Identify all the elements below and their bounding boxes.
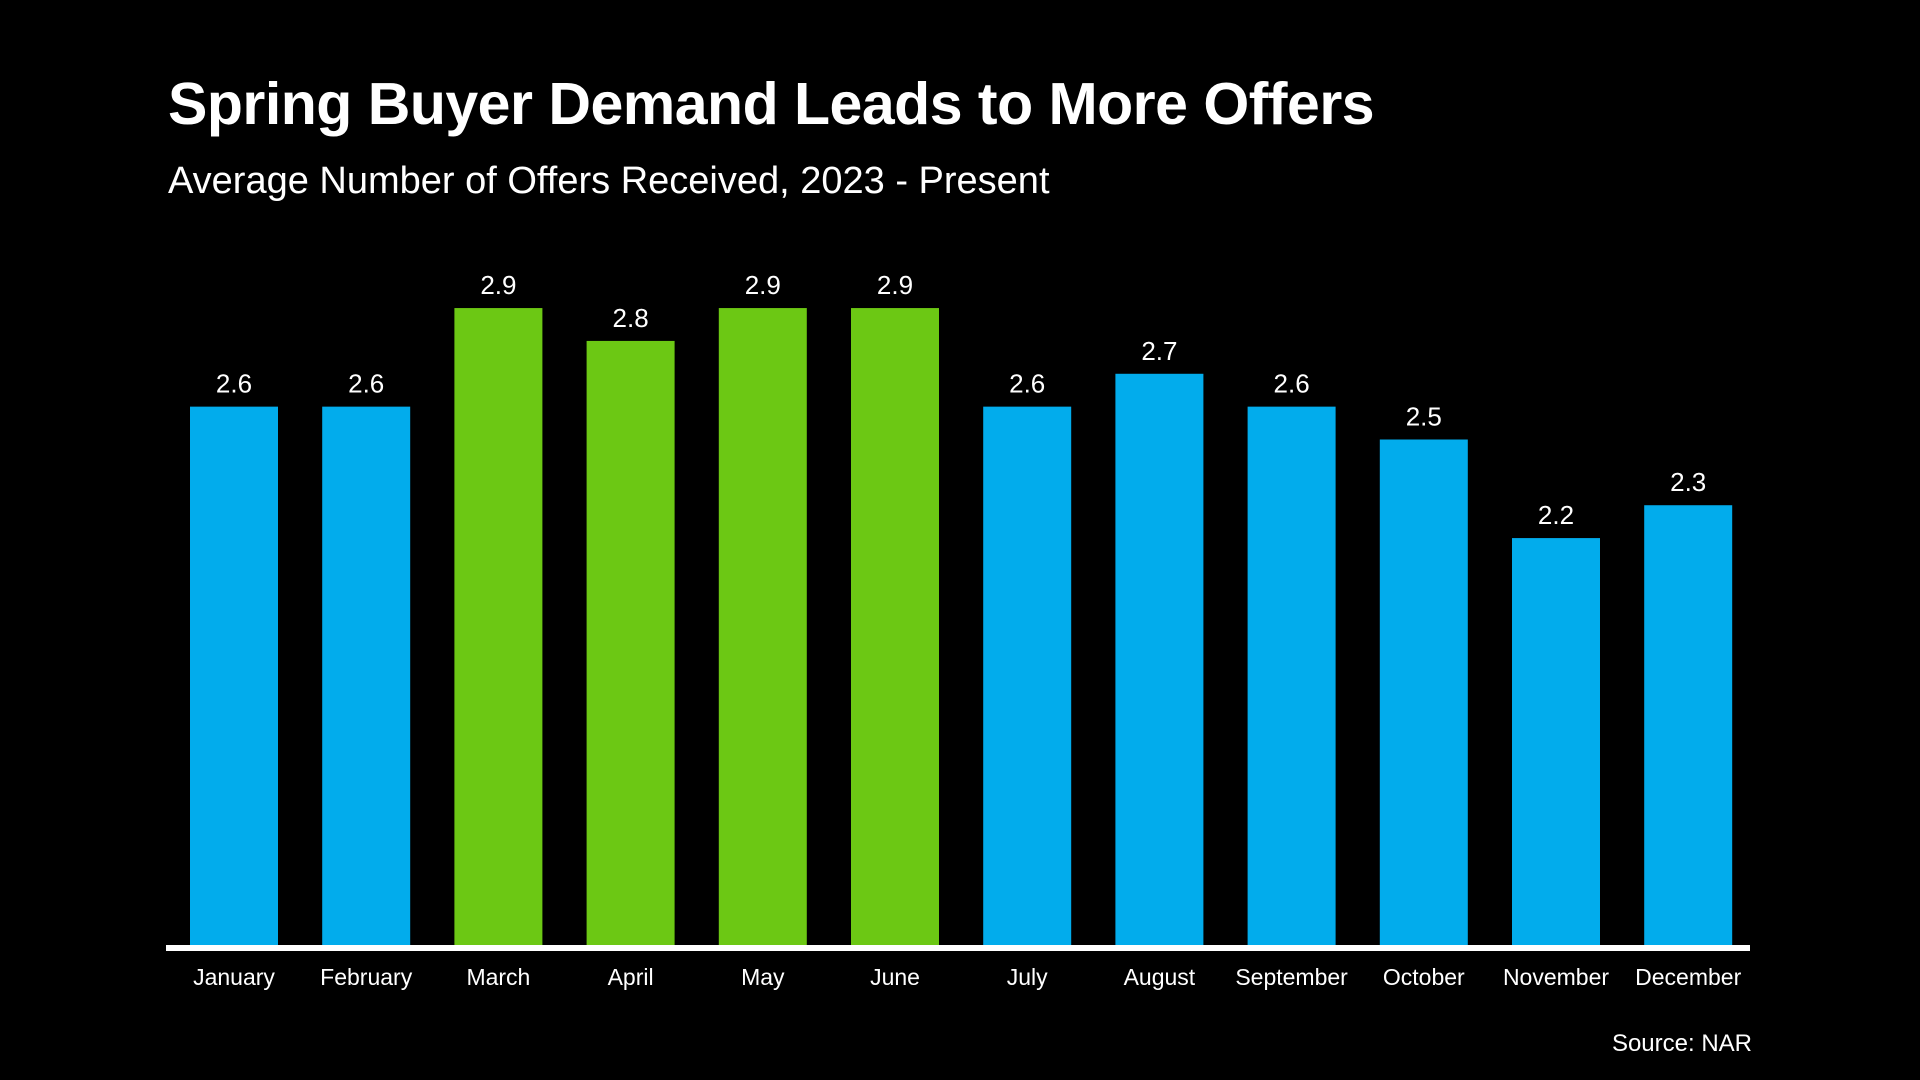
value-label-february: 2.6	[348, 369, 384, 399]
bar-october	[1379, 439, 1468, 946]
value-label-march: 2.9	[480, 270, 516, 300]
source-note: Source: NAR	[1611, 1030, 1752, 1057]
bar-september	[1247, 406, 1336, 946]
bar-march	[454, 308, 543, 946]
value-label-april: 2.8	[613, 303, 649, 333]
bar-december	[1644, 505, 1733, 946]
bars-group	[190, 308, 1733, 946]
bar-may	[718, 308, 807, 946]
bar-november	[1512, 538, 1600, 946]
value-label-may: 2.9	[745, 270, 781, 300]
value-label-july: 2.6	[1009, 369, 1045, 399]
value-label-june: 2.9	[877, 270, 913, 300]
x-tick-labels-group: January February March April May June July Augu…	[193, 964, 1741, 990]
x-tick-label-september: September	[1235, 964, 1348, 990]
x-tick-label-november: November	[1503, 964, 1609, 990]
x-tick-label-june: June	[870, 964, 920, 990]
x-tick-label-december: December	[1635, 964, 1741, 990]
bar-february	[322, 406, 411, 946]
value-label-august: 2.7	[1141, 336, 1177, 366]
chart-subtitle: Average Number of Offers Received, 2023 …	[168, 160, 1050, 202]
value-label-january: 2.6	[216, 369, 252, 399]
value-label-december: 2.3	[1670, 467, 1706, 497]
value-label-november: 2.2	[1538, 500, 1574, 530]
value-labels-group: 2.6 2.6 2.9 2.8 2.9 2.9 2.6 2.7 2.6 2.5 2.2 2.3	[216, 270, 1706, 530]
bar-august	[1115, 373, 1204, 946]
value-label-october: 2.5	[1406, 402, 1442, 432]
x-tick-label-august: August	[1124, 964, 1196, 990]
chart-title: Spring Buyer Demand Leads to More Offers	[168, 71, 1375, 137]
x-tick-label-july: July	[1007, 964, 1048, 990]
x-tick-label-january: January	[193, 964, 275, 990]
x-tick-label-april: April	[608, 964, 654, 990]
bar-january	[190, 406, 278, 946]
x-tick-label-march: March	[466, 964, 530, 990]
x-tick-label-may: May	[741, 964, 785, 990]
bar-july	[983, 406, 1072, 946]
bar-april	[586, 340, 675, 946]
value-label-september: 2.6	[1274, 369, 1310, 399]
bar-june	[851, 308, 939, 946]
x-tick-label-february: February	[320, 964, 413, 990]
x-tick-label-october: October	[1383, 964, 1465, 990]
